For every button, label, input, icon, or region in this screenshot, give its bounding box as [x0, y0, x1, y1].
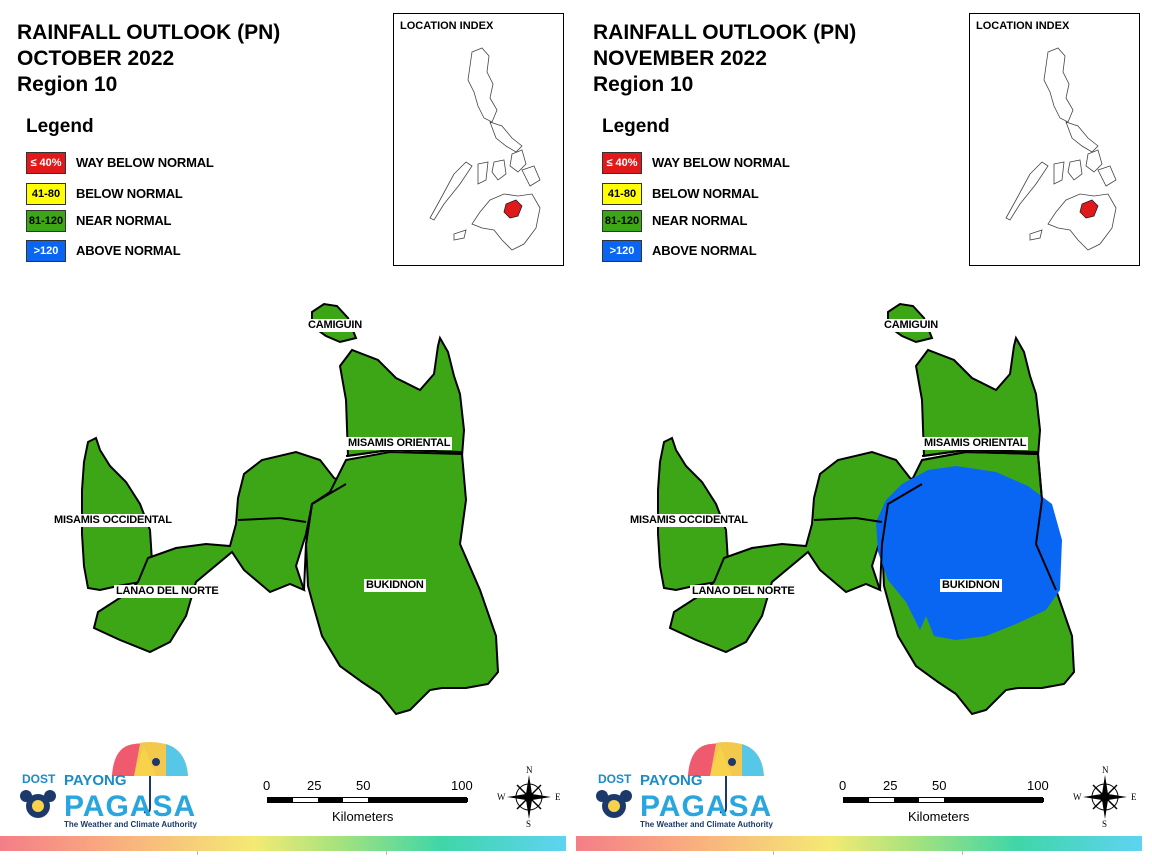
legend-label: BELOW NORMAL [652, 186, 759, 201]
scale-bar: 0 25 50 100 Kilometers [262, 778, 477, 828]
legend-label: NEAR NORMAL [76, 213, 172, 228]
umbrella-icon [596, 742, 764, 818]
pagasa-logo: DOST PAYONG PAGASA The Weather and Clima… [592, 740, 792, 835]
legend-label: ABOVE NORMAL [652, 243, 757, 258]
location-index-inset: LOCATION INDEX [393, 13, 564, 266]
logo-dost-text: DOST [598, 772, 632, 786]
scale-tick-50: 50 [356, 778, 371, 793]
inset-title: LOCATION INDEX [400, 20, 494, 32]
outlook-panel-october: RAINFALL OUTLOOK (PN) OCTOBER 2022 Regio… [0, 13, 566, 855]
province-lanao-del-norte [668, 450, 925, 654]
province-lanao-del-norte [92, 450, 349, 654]
label-lanao-del-norte: LANAO DEL NORTE [690, 585, 797, 598]
region-10-highlight [503, 199, 523, 219]
legend-swatch: >120 [602, 240, 642, 262]
legend-title: Legend [602, 116, 670, 137]
scale-bar: 0 25 50 100 Kilometers [838, 778, 1053, 828]
scale-tick-100: 100 [451, 778, 473, 793]
compass-w: W [1073, 792, 1082, 802]
outlook-panel-november: RAINFALL OUTLOOK (PN) NOVEMBER 2022 Regi… [576, 0, 1152, 864]
legend-title: Legend [26, 116, 94, 137]
label-bukidnon: BUKIDNON [364, 579, 426, 592]
north-arrow-compass: N S W E [497, 765, 561, 829]
north-arrow-compass: N S W E [1073, 765, 1137, 829]
scale-tick-25: 25 [307, 778, 322, 793]
legend-label: BELOW NORMAL [76, 186, 183, 201]
legend-swatch: ≤ 40% [26, 152, 66, 174]
compass-n: N [1102, 765, 1109, 775]
legend-swatch: 41-80 [602, 183, 642, 205]
logo-pagasa-text: PAGASA [640, 790, 773, 823]
legend-label: ABOVE NORMAL [76, 243, 181, 258]
legend-label: WAY BELOW NORMAL [76, 155, 214, 170]
scale-tick-50: 50 [932, 778, 947, 793]
label-misamis-occidental: MISAMIS OCCIDENTAL [52, 514, 174, 527]
philippines-outline-map [429, 47, 541, 251]
scale-tick-0: 0 [839, 778, 847, 793]
legend-swatch: 81-120 [26, 210, 66, 232]
title-line-3: Region 10 [593, 73, 694, 96]
title-line-1: RAINFALL OUTLOOK (PN) [593, 21, 857, 44]
label-misamis-oriental: MISAMIS ORIENTAL [922, 437, 1029, 450]
compass-e: E [1131, 792, 1137, 802]
legend-swatch: 81-120 [602, 210, 642, 232]
title-line-2: NOVEMBER 2022 [593, 47, 767, 70]
logo-payong-text: PAYONG [64, 772, 127, 789]
legend-swatch: >120 [26, 240, 66, 262]
scale-tick-100: 100 [1027, 778, 1049, 793]
compass-n: N [526, 765, 533, 775]
map-title: RAINFALL OUTLOOK (PN) NOVEMBER 2022 Regi… [593, 20, 856, 98]
legend-swatch: 41-80 [26, 183, 66, 205]
region-map [657, 302, 1076, 716]
logo-tagline: The Weather and Climate Authority [64, 820, 197, 829]
pagasa-logo: DOST PAYONG PAGASA The Weather and Clima… [16, 740, 216, 835]
logo-dost-text: DOST [22, 772, 56, 786]
legend-swatch: ≤ 40% [602, 152, 642, 174]
footer-gradient-bar [576, 836, 1142, 851]
logo-tagline: The Weather and Climate Authority [640, 820, 773, 829]
compass-rose-icon [507, 775, 551, 819]
inset-title: LOCATION INDEX [976, 20, 1070, 32]
label-lanao-del-norte: LANAO DEL NORTE [114, 585, 221, 598]
title-line-3: Region 10 [17, 73, 118, 96]
title-line-2: OCTOBER 2022 [17, 47, 175, 70]
footer-gradient-bar [0, 836, 566, 851]
map-title: RAINFALL OUTLOOK (PN) OCTOBER 2022 Regio… [17, 20, 280, 98]
compass-w: W [497, 792, 506, 802]
compass-s: S [1102, 819, 1108, 829]
scale-unit: Kilometers [908, 809, 970, 824]
compass-e: E [555, 792, 561, 802]
scale-tick-25: 25 [883, 778, 898, 793]
logo-pagasa-text: PAGASA [64, 790, 197, 823]
scale-tick-0: 0 [263, 778, 271, 793]
scale-bar-graphic [843, 797, 1044, 803]
philippines-outline-map [1005, 47, 1117, 251]
region-10-highlight [1079, 199, 1099, 219]
scale-bar-graphic [267, 797, 468, 803]
label-camiguin: CAMIGUIN [882, 319, 941, 332]
location-index-inset: LOCATION INDEX [969, 13, 1140, 266]
umbrella-icon [20, 742, 188, 818]
compass-rose-icon [1083, 775, 1127, 819]
legend-label: NEAR NORMAL [652, 213, 748, 228]
label-misamis-occidental: MISAMIS OCCIDENTAL [628, 514, 750, 527]
compass-s: S [526, 819, 532, 829]
label-camiguin: CAMIGUIN [306, 319, 365, 332]
title-line-1: RAINFALL OUTLOOK (PN) [17, 21, 281, 44]
scale-unit: Kilometers [332, 809, 394, 824]
logo-payong-text: PAYONG [640, 772, 703, 789]
label-bukidnon: BUKIDNON [940, 579, 1002, 592]
above-normal-area [876, 466, 1062, 640]
label-misamis-oriental: MISAMIS ORIENTAL [346, 437, 453, 450]
legend-label: WAY BELOW NORMAL [652, 155, 790, 170]
